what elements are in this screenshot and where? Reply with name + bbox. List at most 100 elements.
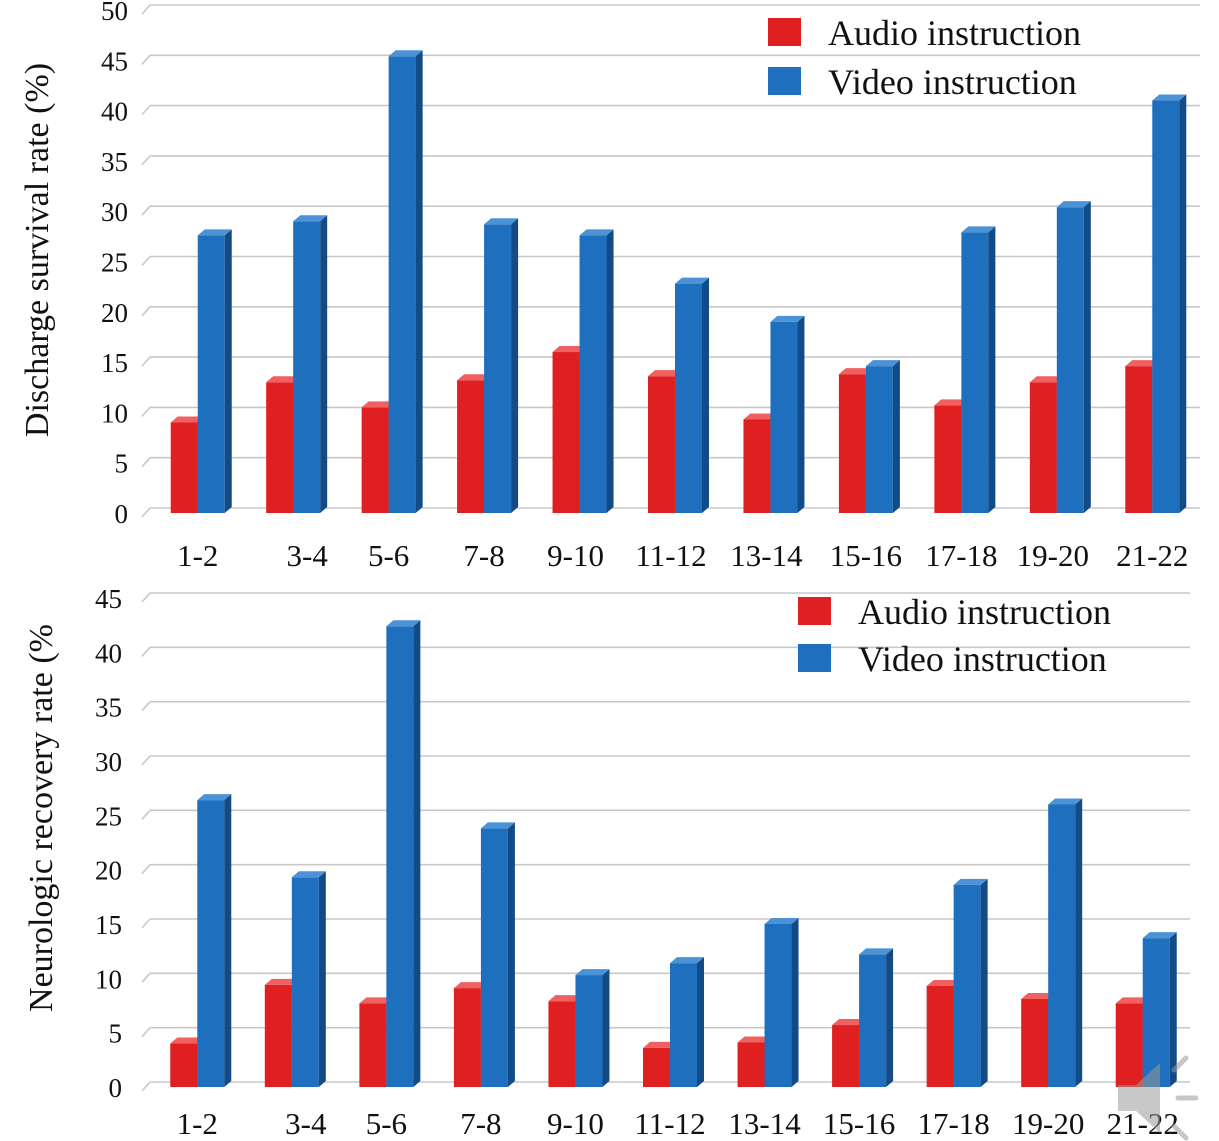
legend-swatch — [768, 67, 801, 95]
y-tick-label: 0 — [115, 499, 129, 529]
y-tick-label: 40 — [95, 638, 122, 668]
gridline-stub — [141, 646, 151, 657]
bar-video — [197, 229, 232, 513]
legend-swatch — [798, 644, 831, 672]
y-tick-label: 20 — [101, 298, 128, 328]
gridline-stub — [141, 4, 151, 15]
x-tick-label: 1-2 — [177, 538, 218, 573]
y-tick-label: 15 — [101, 348, 128, 378]
gridline-stub — [141, 205, 151, 216]
gridline-stub — [141, 1081, 151, 1092]
bar-video — [1048, 798, 1083, 1087]
x-tick-label: 7-8 — [460, 1106, 501, 1141]
speaker-icon[interactable] — [1118, 1055, 1199, 1141]
y-tick-label: 40 — [101, 97, 128, 127]
y-tick-label: 25 — [95, 801, 122, 831]
legend-label: Audio instruction — [858, 592, 1111, 632]
y-axis-label: Discharge survival rate (%) — [19, 63, 56, 437]
gridline-stub — [141, 255, 151, 267]
bar-video — [388, 50, 423, 513]
x-tick-label: 5-6 — [366, 1106, 407, 1141]
x-tick-label: 17-18 — [925, 538, 997, 573]
gridline-stub — [141, 1027, 151, 1038]
y-tick-label: 25 — [101, 248, 128, 278]
legend-swatch — [768, 18, 801, 46]
y-tick-label: 30 — [101, 197, 128, 227]
gridline-stub — [141, 457, 151, 468]
gridline-stub — [141, 306, 151, 317]
gridline-stub — [141, 592, 151, 603]
bar-video — [859, 948, 894, 1087]
x-tick-label: 1-2 — [177, 1106, 218, 1141]
bar-video — [293, 215, 328, 513]
bar-video — [764, 918, 799, 1087]
legend: Audio instruction Video instruction — [768, 13, 1081, 102]
x-tick-label: 11-12 — [634, 1106, 705, 1141]
y-axis-label: Neurologic recovery rate (% — [23, 624, 60, 1012]
x-tick-label: 15-16 — [823, 1106, 895, 1141]
bar-video — [575, 969, 610, 1087]
x-tick-label: 9-10 — [547, 1106, 604, 1141]
gridline-stub — [141, 918, 151, 929]
y-tick-label: 20 — [95, 856, 122, 886]
bar-video — [1152, 94, 1187, 513]
x-tick-label: 21-22 — [1116, 538, 1188, 573]
y-tick-label: 10 — [101, 398, 128, 428]
gridline-stub — [141, 54, 151, 65]
x-tick-label: 3-4 — [287, 538, 329, 573]
bar-video — [865, 360, 900, 513]
legend-label: Video instruction — [828, 62, 1077, 102]
bar-video — [291, 871, 326, 1087]
bar-video — [675, 277, 709, 513]
bar-video — [579, 229, 614, 513]
x-tick-label: 11-12 — [635, 538, 706, 573]
x-tick-label: 9-10 — [547, 538, 604, 573]
chart-1: 0 5 10 15 20 25 30 35 40 45 50 Discharge survival r… — [19, 0, 1200, 573]
bar-video — [386, 620, 421, 1087]
gridline-stub — [141, 507, 151, 518]
legend: Audio instruction Video instruction — [798, 592, 1111, 679]
chart-2: 0 5 10 15 20 25 30 35 40 45 Neurologic recovery ra… — [23, 584, 1190, 1141]
bar-video — [670, 957, 704, 1087]
gridline-stub — [141, 972, 151, 983]
x-tick-label: 7-8 — [463, 538, 504, 573]
gridline-stub — [141, 155, 151, 166]
x-tick-label: 17-18 — [917, 1106, 989, 1141]
y-tick-label: 35 — [101, 147, 128, 177]
x-tick-label: 13-14 — [730, 538, 803, 573]
x-tick-label: 13-14 — [728, 1106, 801, 1141]
x-tick-label: 19-20 — [1012, 1106, 1084, 1141]
bar-video — [484, 218, 519, 513]
gridline-stub — [141, 864, 151, 875]
y-tick-label: 5 — [109, 1019, 123, 1049]
x-tick-label: 19-20 — [1017, 538, 1089, 573]
gridline-stub — [141, 701, 151, 712]
bar-video — [1056, 201, 1091, 513]
bar-video — [961, 226, 996, 514]
y-tick-label: 15 — [95, 910, 122, 940]
gridline-stub — [141, 105, 151, 116]
legend-swatch — [798, 597, 831, 625]
y-tick-label: 45 — [95, 584, 122, 614]
gridline-stub — [141, 755, 151, 766]
x-tick-label: 5-6 — [368, 538, 409, 573]
bar-video — [480, 822, 515, 1087]
y-tick-label: 5 — [115, 449, 129, 479]
legend-label: Audio instruction — [828, 13, 1081, 53]
bar-video — [953, 878, 988, 1087]
y-tick-label: 50 — [101, 0, 128, 26]
bar-video — [197, 794, 232, 1087]
legend-label: Video instruction — [858, 639, 1107, 679]
y-tick-label: 45 — [101, 46, 128, 76]
gridline-stub — [141, 809, 151, 820]
y-tick-label: 30 — [95, 747, 122, 777]
x-tick-label: 3-4 — [285, 1106, 327, 1141]
x-tick-label: 15-16 — [830, 538, 902, 573]
gridline-stub — [141, 406, 151, 417]
y-tick-label: 35 — [95, 693, 122, 723]
y-tick-label: 10 — [95, 964, 122, 994]
bar-video — [1142, 932, 1177, 1087]
y-tick-label: 0 — [109, 1073, 123, 1103]
